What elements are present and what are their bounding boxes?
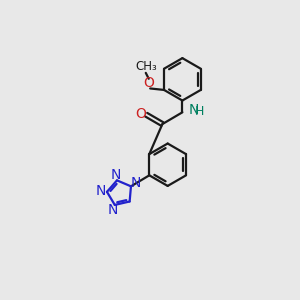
Text: O: O xyxy=(143,76,154,90)
Text: H: H xyxy=(195,105,204,118)
Text: O: O xyxy=(135,107,146,121)
Text: CH₃: CH₃ xyxy=(135,60,157,73)
Text: N: N xyxy=(131,176,141,190)
Text: N: N xyxy=(188,103,199,117)
Text: N: N xyxy=(96,184,106,198)
Text: N: N xyxy=(107,203,118,217)
Text: N: N xyxy=(110,168,121,182)
